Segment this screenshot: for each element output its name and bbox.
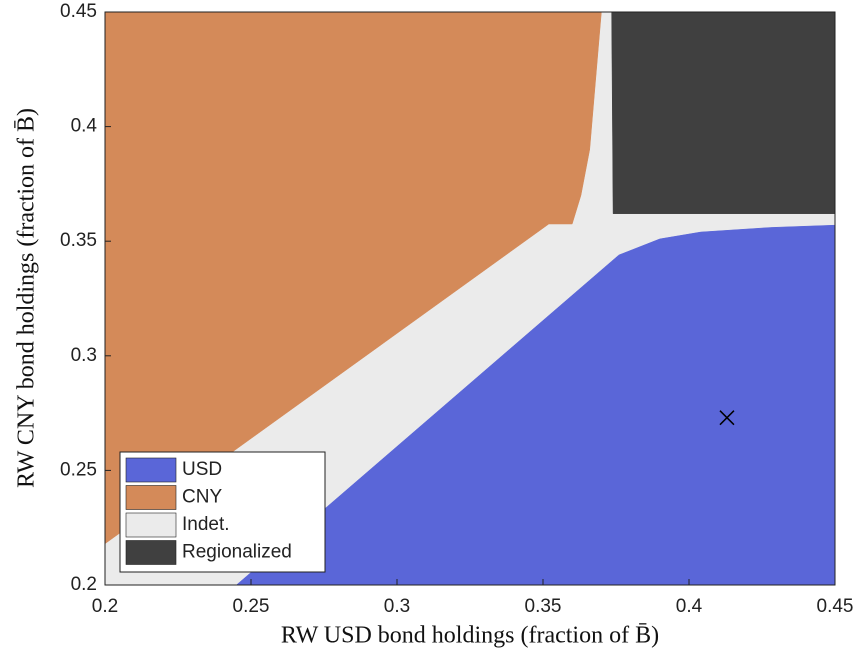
legend-label: CNY bbox=[182, 487, 222, 508]
legend-swatch bbox=[125, 457, 177, 483]
legend-swatch bbox=[125, 512, 177, 538]
region bbox=[611, 11, 836, 214]
region bbox=[104, 11, 602, 545]
y-tick-label: 0.3 bbox=[71, 345, 97, 366]
y-tick-label: 0.2 bbox=[71, 574, 97, 595]
legend-swatch bbox=[125, 485, 177, 510]
legend-label: Indet. bbox=[182, 514, 230, 535]
plot-frame bbox=[104, 11, 836, 586]
x-tick-label: 0.3 bbox=[384, 596, 410, 617]
x-axis-label: RW USD bond holdings (fraction of B̄) bbox=[281, 623, 659, 649]
x-tick-label: 0.2 bbox=[92, 596, 118, 617]
y-tick-label: 0.4 bbox=[71, 116, 98, 137]
x-tick-label: 0.25 bbox=[233, 596, 270, 617]
y-tick-label: 0.25 bbox=[60, 459, 97, 480]
y-tick-label: 0.35 bbox=[60, 230, 97, 251]
x-tick-label: 0.4 bbox=[676, 596, 703, 617]
legend: USD CNY Indet. Regionalized bbox=[119, 451, 326, 573]
x-tick-label: 0.35 bbox=[525, 596, 562, 617]
y-tick-label: 0.45 bbox=[60, 1, 97, 22]
legend-swatch bbox=[125, 540, 177, 565]
marker bbox=[719, 410, 735, 426]
x-tick-label: 0.45 bbox=[817, 596, 854, 617]
legend-label: Regionalized bbox=[182, 542, 292, 563]
legend-label: USD bbox=[182, 459, 222, 480]
y-axis-label: RW CNY bond holdings (fraction of B̄) bbox=[14, 108, 40, 488]
